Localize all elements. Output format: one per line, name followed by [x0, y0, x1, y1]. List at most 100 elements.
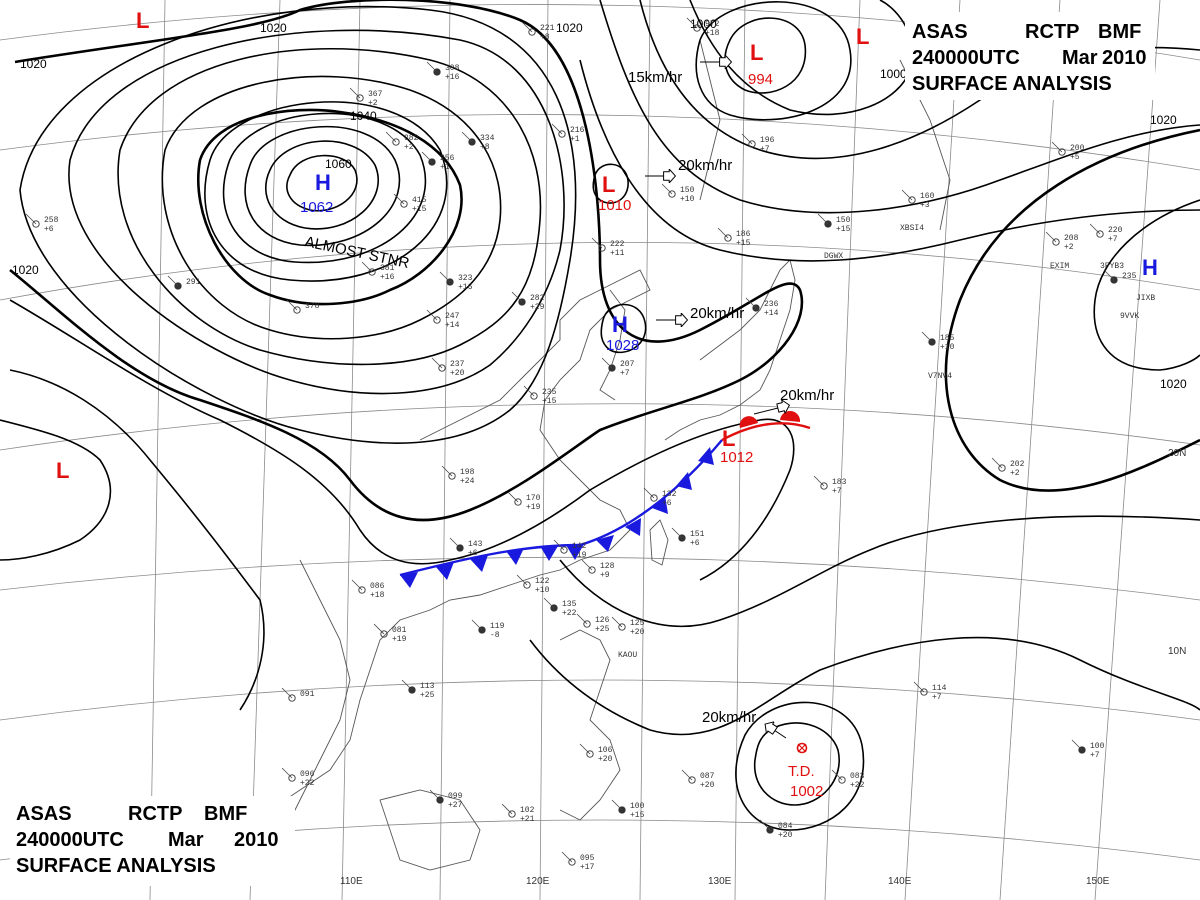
wind-barb	[507, 491, 519, 503]
high-letter: H	[612, 312, 628, 337]
station-circle	[508, 810, 516, 818]
station-plot: 247+14	[426, 309, 460, 330]
station-plot: 378	[286, 299, 320, 314]
td-value: 1002	[790, 783, 823, 800]
isobar-1024	[19, 5, 577, 444]
cold-front-triangle	[436, 562, 454, 580]
cold-front	[399, 439, 723, 588]
header-title: SURFACE ANALYSIS	[912, 73, 1112, 95]
station-plot: 196+7	[741, 133, 775, 154]
ship-call-signs: DGWX XBSI4 EXIM 3FYB3 9VVK V7NV4 KAOU JI…	[618, 224, 1155, 660]
station-circle	[380, 630, 388, 638]
wind-barb	[681, 769, 693, 781]
station-circle	[598, 244, 606, 252]
station-plot: 323+16	[439, 271, 473, 292]
wind-barb	[521, 21, 533, 33]
station-circle	[908, 196, 916, 204]
station-plot: 160+3	[901, 189, 935, 210]
wind-barb	[511, 291, 523, 303]
station-value: 186	[736, 230, 751, 239]
wind-barb	[671, 527, 683, 539]
lat-label: 20N	[1168, 448, 1186, 459]
station-value: 100	[630, 802, 645, 811]
low-west: L	[56, 458, 69, 483]
station-circle	[693, 24, 701, 32]
header-time: 240000UTC	[16, 829, 124, 851]
parallel-line	[0, 679, 1200, 721]
meridian-line	[249, 0, 281, 900]
station-value: +7	[832, 487, 842, 496]
station-value: +10	[535, 586, 550, 595]
station-plot: 220+7	[1089, 223, 1123, 244]
isobar-1060	[286, 154, 358, 212]
high-value: 1028	[606, 337, 639, 354]
station-plot: 084+20	[759, 819, 793, 840]
station-value: +15	[412, 205, 427, 214]
station-value: -8	[490, 631, 500, 640]
station-value: 198	[460, 468, 475, 477]
wind-barb	[759, 819, 771, 831]
station-plot: 185+10	[921, 331, 955, 352]
isobar-label: 1020	[1160, 377, 1187, 391]
station-circle	[838, 776, 846, 784]
station-value: 128	[600, 562, 615, 571]
station-value: +15	[630, 811, 645, 820]
meridian-line	[1094, 0, 1161, 900]
station-value: 972	[705, 20, 720, 29]
station-plot: 100+15	[611, 799, 645, 820]
isobar-low-994	[724, 17, 807, 94]
wind-barb	[393, 193, 405, 205]
coastline-taiwan	[649, 519, 669, 566]
motion-label: 20km/hr	[678, 157, 732, 174]
station-value: 135	[562, 600, 577, 609]
station-plot: 083+22	[831, 769, 865, 790]
meridian-line	[439, 0, 451, 900]
cold-front-triangle	[625, 518, 641, 536]
wind-barb	[501, 803, 513, 815]
lon-label: 110E	[340, 876, 363, 887]
station-value: 196	[760, 136, 775, 145]
station-value: +2	[1010, 469, 1020, 478]
wind-barb	[516, 574, 528, 586]
isobar-label: 1000	[880, 67, 907, 81]
station-value: 086	[370, 582, 385, 591]
meridian-line	[149, 0, 166, 900]
isobar-1048	[222, 112, 427, 264]
station-plot: 207+7	[601, 357, 635, 378]
parallel-line	[0, 403, 1200, 451]
parallel-line	[0, 114, 1200, 171]
station-value: +20	[450, 369, 465, 378]
station-plot: 235+15	[523, 385, 557, 406]
wind-barb	[591, 237, 603, 249]
isobar-east-1024	[1093, 199, 1200, 371]
call-sign: DGWX	[824, 252, 843, 261]
isobar-1012b	[529, 636, 1200, 736]
wind-barb	[579, 743, 591, 755]
wind-barb	[553, 539, 565, 551]
station-value: +20	[598, 755, 613, 764]
station-plot: 381+16	[361, 261, 395, 282]
station-value: +29	[530, 303, 545, 312]
station-circle	[1058, 148, 1066, 156]
tropical-depression: T.D. 1002	[788, 742, 823, 800]
low-value: 994	[748, 71, 773, 88]
station-circle	[588, 566, 596, 574]
wind-barb	[281, 687, 293, 699]
coastline-sakhalin	[699, 39, 721, 201]
station-value: 200	[1070, 144, 1085, 153]
wind-barb	[741, 133, 753, 145]
low-letter: L	[56, 458, 69, 483]
lon-label: 150E	[1086, 876, 1110, 887]
station-value: +3	[920, 201, 930, 210]
wind-barb	[1089, 223, 1101, 235]
wind-barb	[373, 623, 385, 635]
wind-barb	[523, 385, 535, 397]
isobar-1012c	[579, 59, 1200, 262]
td-symbol-cross	[797, 743, 807, 753]
station-value: +15	[736, 239, 751, 248]
station-value: 099	[448, 792, 463, 801]
station-plot: 334+8	[461, 131, 495, 152]
station-value: +1	[440, 163, 450, 172]
station-plot: 236+14	[745, 297, 779, 318]
meridian-line	[904, 0, 961, 900]
